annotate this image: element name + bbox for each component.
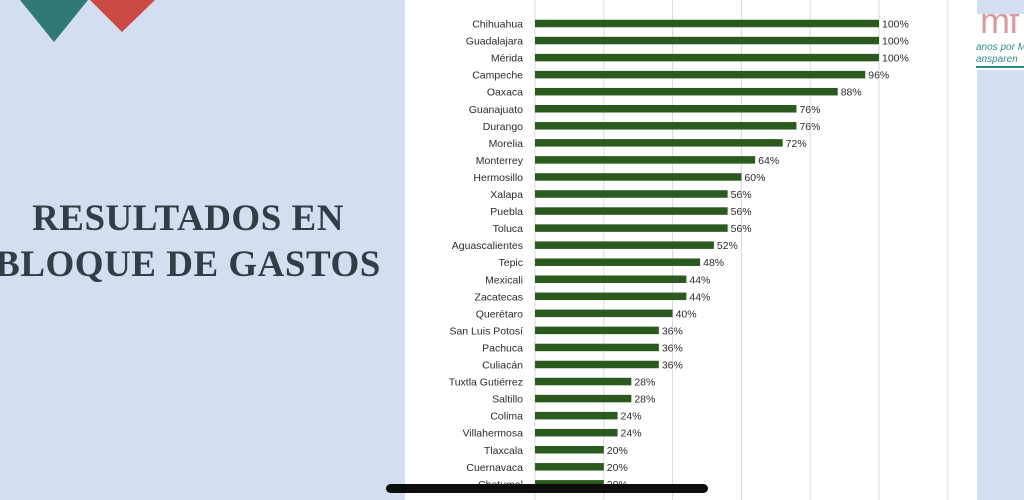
bar bbox=[535, 19, 879, 28]
title-line-2: BLOQUE DE GASTOS bbox=[0, 244, 381, 285]
category-label: Tlaxcala bbox=[484, 445, 523, 457]
category-label: Tuxtla Gutiérrez bbox=[449, 377, 523, 389]
bar bbox=[535, 105, 797, 113]
bar bbox=[535, 139, 783, 147]
value-label: 76% bbox=[799, 121, 820, 133]
title-line-1: RESULTADOS EN bbox=[32, 198, 344, 239]
logo-mark: mf bbox=[980, 14, 1019, 41]
category-label: Saltillo bbox=[492, 394, 523, 406]
bar bbox=[535, 428, 618, 437]
category-label: Monterrey bbox=[476, 155, 524, 167]
bar bbox=[535, 173, 742, 181]
value-label: 76% bbox=[799, 104, 820, 116]
bar bbox=[535, 343, 659, 352]
bar bbox=[535, 463, 604, 471]
category-label: Culiacán bbox=[482, 360, 523, 372]
bar bbox=[535, 326, 659, 335]
category-label: Guanajuato bbox=[469, 104, 523, 116]
bar bbox=[535, 156, 756, 164]
logo-text-line-1: anos por M bbox=[976, 42, 1024, 53]
bar bbox=[535, 309, 673, 318]
value-label: 20% bbox=[607, 445, 628, 457]
bar bbox=[535, 36, 879, 45]
category-label: Pachuca bbox=[482, 342, 523, 354]
chart-panel: Chihuahua 100% Guadalajara 100% Mérida 100% Ca… bbox=[405, 0, 977, 500]
category-label: Cuernavaca bbox=[466, 462, 523, 474]
category-label: Morelia bbox=[489, 138, 524, 150]
value-label: 100% bbox=[882, 19, 909, 31]
logo-underline bbox=[976, 66, 1024, 68]
value-label: 52% bbox=[717, 240, 738, 252]
value-label: 100% bbox=[882, 53, 909, 65]
slide-title: RESULTADOS EN BLOQUE DE GASTOS bbox=[0, 196, 388, 288]
category-label: Toluca bbox=[493, 223, 524, 235]
category-label: Xalapa bbox=[490, 189, 523, 201]
value-label: 100% bbox=[882, 36, 909, 48]
teal-triangle bbox=[20, 0, 88, 42]
category-label: Guadalajara bbox=[466, 36, 523, 48]
category-label: Zacatecas bbox=[475, 291, 523, 303]
bar bbox=[535, 292, 687, 301]
value-label: 56% bbox=[731, 223, 752, 235]
category-label: Colima bbox=[490, 411, 523, 423]
decorative-triangles bbox=[20, 0, 155, 42]
category-label: Aguascalientes bbox=[452, 240, 523, 252]
value-label: 96% bbox=[868, 70, 889, 82]
category-label: Querétaro bbox=[476, 308, 523, 320]
value-label: 44% bbox=[689, 274, 710, 286]
category-label: Hermosillo bbox=[473, 172, 523, 184]
value-label: 56% bbox=[731, 206, 752, 218]
value-label: 44% bbox=[689, 291, 710, 303]
value-label: 48% bbox=[703, 257, 724, 269]
value-label: 40% bbox=[676, 308, 697, 320]
category-label: Mexicali bbox=[485, 274, 523, 286]
value-label: 36% bbox=[662, 325, 683, 337]
bar bbox=[535, 190, 728, 198]
red-triangle bbox=[90, 0, 155, 32]
bar bbox=[535, 411, 618, 420]
bar bbox=[535, 377, 632, 386]
value-label: 24% bbox=[621, 428, 642, 440]
value-label: 20% bbox=[607, 462, 628, 474]
value-label: 24% bbox=[621, 411, 642, 423]
logo-text-line-2: ansparen bbox=[976, 54, 1018, 65]
bar bbox=[535, 394, 632, 403]
bar bbox=[535, 53, 879, 62]
value-label: 60% bbox=[744, 172, 765, 184]
category-label: Chihuahua bbox=[472, 19, 523, 31]
value-label: 36% bbox=[662, 360, 683, 372]
value-label: 36% bbox=[662, 342, 683, 354]
bar bbox=[535, 122, 797, 130]
bar bbox=[535, 360, 659, 369]
value-label: 64% bbox=[758, 155, 779, 167]
bar bbox=[535, 480, 604, 488]
category-label: Tepic bbox=[498, 257, 523, 269]
value-label: 28% bbox=[634, 377, 655, 389]
value-label: 28% bbox=[634, 394, 655, 406]
category-label: Puebla bbox=[490, 206, 523, 218]
home-indicator-bar[interactable] bbox=[386, 484, 708, 493]
value-label: 88% bbox=[841, 87, 862, 99]
bar bbox=[535, 275, 687, 283]
bar bbox=[535, 258, 701, 266]
bar bbox=[535, 87, 838, 96]
bar bbox=[535, 224, 728, 232]
bar-chart: Chihuahua 100% Guadalajara 100% Mérida 100% Ca… bbox=[449, 0, 949, 500]
organization-logo: mf anos por M ansparen bbox=[976, 14, 1024, 70]
bar bbox=[535, 241, 714, 249]
category-label: Mérida bbox=[491, 53, 523, 65]
category-label: Villahermosa bbox=[462, 428, 523, 440]
value-label: 72% bbox=[786, 138, 807, 150]
bar bbox=[535, 446, 604, 454]
category-label: Campeche bbox=[472, 70, 523, 82]
category-label: Durango bbox=[483, 121, 523, 133]
value-label: 56% bbox=[731, 189, 752, 201]
bar bbox=[535, 207, 728, 215]
bar bbox=[535, 70, 866, 79]
category-label: Oaxaca bbox=[487, 87, 523, 99]
category-label: San Luis Potosí bbox=[449, 325, 523, 337]
